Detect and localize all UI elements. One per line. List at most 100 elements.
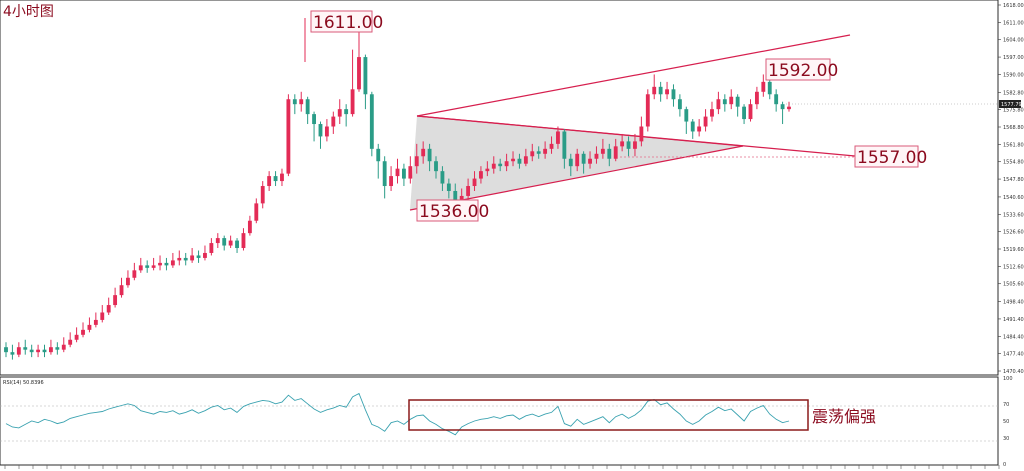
candle-down bbox=[363, 57, 368, 95]
candle-down bbox=[536, 151, 541, 154]
recent-high-label: 1592.00 bbox=[768, 61, 838, 81]
channel-lower-line bbox=[416, 115, 856, 157]
y-tick-label: 1604.00 bbox=[1003, 38, 1024, 44]
candle-up bbox=[639, 126, 644, 142]
rsi-range-box bbox=[408, 399, 809, 431]
candle-up bbox=[286, 99, 291, 174]
peak-label: 1611.00 bbox=[313, 13, 383, 33]
candle-up bbox=[620, 141, 625, 147]
y-tick-label: 1568.80 bbox=[1003, 125, 1024, 131]
candle-up bbox=[466, 186, 471, 196]
candle-up bbox=[504, 161, 509, 167]
candle-down bbox=[273, 176, 278, 182]
candle-down bbox=[440, 171, 445, 184]
candle-up bbox=[177, 257, 182, 261]
y-tick-label: 1597.00 bbox=[1003, 55, 1024, 61]
y-tick-label: 1554.80 bbox=[1003, 160, 1024, 166]
rsi-line bbox=[5, 392, 790, 436]
y-tick-label: 1590.00 bbox=[1003, 72, 1024, 78]
candle-down bbox=[427, 148, 432, 162]
candle-up bbox=[158, 262, 162, 266]
candle-up bbox=[523, 156, 528, 164]
candle-down bbox=[658, 86, 663, 95]
candle-down bbox=[382, 161, 387, 187]
candle-up bbox=[556, 131, 560, 144]
y-tick-label: 1484.40 bbox=[1003, 334, 1024, 340]
candle-down bbox=[517, 158, 522, 164]
candle-down bbox=[498, 163, 503, 167]
candle-down bbox=[23, 347, 28, 350]
candle-down bbox=[434, 161, 438, 172]
candle-up bbox=[395, 168, 400, 177]
candle-up bbox=[491, 163, 496, 169]
y-tick-label: 1519.60 bbox=[1003, 247, 1024, 253]
candle-down bbox=[222, 238, 227, 246]
candle-down bbox=[774, 94, 779, 105]
candle-up bbox=[511, 158, 515, 162]
candle-up bbox=[267, 176, 272, 187]
candle-up bbox=[389, 176, 394, 187]
candle-up bbox=[16, 347, 21, 355]
candle-down bbox=[42, 349, 47, 353]
candle-up bbox=[36, 349, 41, 353]
candle-down bbox=[292, 99, 297, 105]
y-tick-label: 1498.40 bbox=[1003, 300, 1024, 306]
candle-up bbox=[414, 156, 419, 167]
candle-down bbox=[55, 347, 60, 350]
current-price-marker: 1577.79 bbox=[786, 100, 1022, 108]
support-label: 1557.00 bbox=[857, 148, 927, 168]
candle-down bbox=[376, 148, 381, 162]
y-tick-label: 1575.80 bbox=[1003, 108, 1024, 114]
rsi-y-tick-label: 0 bbox=[1003, 462, 1006, 468]
rsi-y-tick-label: 70 bbox=[1003, 402, 1009, 408]
candle-down bbox=[767, 81, 772, 95]
candle-up bbox=[588, 158, 592, 164]
candle-up bbox=[93, 319, 98, 325]
candle-down bbox=[562, 131, 567, 159]
candle-up bbox=[530, 151, 535, 157]
candle-up bbox=[761, 81, 766, 92]
candle-down bbox=[183, 257, 188, 261]
candle-up bbox=[549, 143, 554, 149]
candle-up bbox=[49, 347, 53, 353]
candle-up bbox=[151, 265, 156, 268]
candle-up bbox=[613, 146, 618, 159]
candle-up bbox=[479, 171, 483, 179]
rsi-y-tick-label: 30 bbox=[1003, 436, 1009, 442]
candle-up bbox=[126, 277, 130, 286]
candle-up bbox=[119, 285, 124, 296]
candle-down bbox=[369, 94, 374, 149]
rsi-y-tick-label: 50 bbox=[1003, 419, 1009, 425]
candle-up bbox=[215, 238, 220, 244]
candle-up bbox=[472, 178, 477, 187]
y-tick-label: 1540.60 bbox=[1003, 195, 1024, 201]
candle-up bbox=[633, 141, 637, 149]
candle-up bbox=[652, 86, 657, 95]
candle-up bbox=[754, 91, 759, 105]
candle-down bbox=[312, 114, 316, 125]
peak-label-box bbox=[310, 10, 373, 33]
candle-down bbox=[735, 96, 740, 107]
y-tick-label: 1491.40 bbox=[1003, 317, 1024, 323]
candle-up bbox=[645, 94, 650, 127]
candle-down bbox=[684, 109, 689, 122]
support-label-box bbox=[854, 145, 919, 168]
candle-up bbox=[138, 265, 143, 271]
candle-up bbox=[703, 116, 708, 127]
rsi-note: 震荡偏强 bbox=[812, 407, 876, 426]
candle-down bbox=[742, 106, 746, 120]
candle-up bbox=[697, 126, 702, 132]
candle-up bbox=[209, 243, 214, 253]
candle-up bbox=[247, 220, 252, 234]
candle-up bbox=[421, 148, 426, 157]
candle-up bbox=[280, 173, 284, 182]
candle-up bbox=[729, 96, 734, 105]
candle-up bbox=[190, 255, 195, 261]
rsi-panel-frame bbox=[0, 376, 999, 466]
rsi-y-axis: 100 70 50 30 0 bbox=[1003, 376, 1013, 468]
candle-up bbox=[260, 186, 265, 204]
rsi-y-tick-label: 100 bbox=[1003, 376, 1013, 382]
candle-up bbox=[748, 104, 753, 120]
candle-up bbox=[132, 270, 137, 278]
